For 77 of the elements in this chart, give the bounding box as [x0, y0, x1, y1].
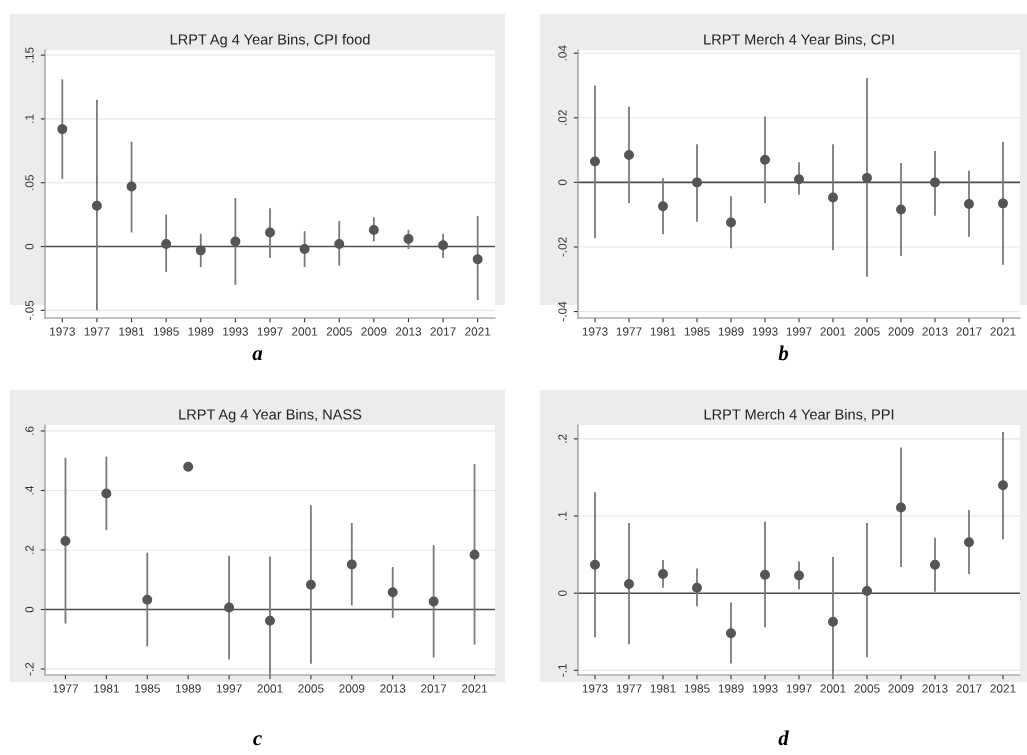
x-tick-label: 2021 — [990, 327, 1016, 336]
x-tick-label: 2017 — [956, 327, 982, 336]
x-tick-label: 1989 — [175, 684, 201, 693]
y-tick-label: -.1 — [558, 664, 567, 677]
x-tick-label: 2013 — [395, 327, 422, 336]
x-tick-label: 1977 — [616, 684, 642, 693]
x-tick-label: 2005 — [298, 684, 324, 693]
y-tick-label: 0 — [558, 590, 567, 597]
x-tick-label: 1989 — [188, 327, 214, 336]
y-tick-label: -.02 — [558, 237, 567, 257]
x-tick-label: 1977 — [53, 684, 78, 693]
y-tick-label: 0 — [25, 606, 34, 613]
x-tick-label: 2005 — [854, 327, 880, 336]
text: a — [252, 350, 263, 361]
x-tick-label: 1985 — [135, 684, 160, 693]
x-tick-label: 1993 — [752, 684, 778, 693]
x-tick-label: 1997 — [216, 684, 242, 693]
y-tick-label: .2 — [25, 545, 34, 554]
y-tick-label: .15 — [25, 47, 34, 63]
y-tick-label: 0 — [558, 179, 567, 186]
chart-title: LRPT Merch 4 Year Bins, PPI — [704, 408, 894, 422]
x-tick-label: 2009 — [888, 327, 914, 336]
x-tick-label: 2001 — [257, 684, 283, 693]
x-tick-label: 1997 — [257, 327, 283, 336]
x-tick-label: 2009 — [339, 684, 365, 693]
x-tick-label: 1981 — [119, 327, 145, 336]
x-tick-label: 2001 — [292, 327, 318, 336]
x-tick-label: 2021 — [990, 684, 1016, 693]
x-tick-label: 2001 — [820, 327, 846, 336]
text: b — [778, 345, 789, 361]
x-tick-label: 2013 — [922, 327, 948, 336]
chart-title: LRPT Ag 4 Year Bins, CPI food — [170, 33, 370, 48]
y-tick-label: 0 — [25, 243, 34, 250]
x-tick-label: 1997 — [786, 327, 812, 336]
x-tick-label: 1973 — [50, 327, 75, 336]
x-tick-label: 1981 — [650, 327, 676, 336]
x-tick-label: 1989 — [718, 684, 744, 693]
x-tick-label: 1993 — [223, 327, 248, 336]
x-tick-label: 1973 — [582, 684, 608, 693]
text: d — [778, 730, 789, 746]
x-tick-label: 1977 — [84, 327, 110, 336]
y-tick-label: .1 — [558, 511, 567, 520]
x-tick-label: 2013 — [922, 684, 948, 693]
chart-title: LRPT Merch 4 Year Bins, CPI — [704, 33, 894, 47]
x-tick-label: 2017 — [421, 684, 447, 693]
y-tick-label: .02 — [558, 110, 567, 125]
y-tick-label: .1 — [25, 114, 34, 123]
x-tick-label: 1985 — [153, 327, 179, 336]
x-tick-label: 2021 — [465, 327, 491, 336]
y-tick-label: .05 — [25, 175, 34, 190]
x-tick-label: 2009 — [888, 684, 914, 693]
x-tick-label: 2005 — [326, 327, 352, 336]
y-tick-label: .6 — [25, 426, 34, 435]
x-tick-label: 2017 — [430, 327, 456, 336]
x-tick-label: 1973 — [582, 327, 608, 336]
y-tick-label: .2 — [558, 434, 567, 443]
chart-title: LRPT Ag 4 Year Bins, NASS — [179, 408, 362, 423]
x-tick-label: 1989 — [718, 327, 744, 336]
x-tick-label: 1977 — [616, 327, 642, 336]
y-tick-label: .4 — [25, 485, 34, 495]
y-tick-label: -.04 — [558, 301, 567, 322]
x-tick-label: 1981 — [650, 684, 676, 693]
x-tick-label: 1997 — [786, 684, 812, 693]
y-tick-label: .04 — [558, 45, 567, 61]
x-tick-label: 1985 — [684, 684, 710, 693]
x-tick-label: 2005 — [854, 684, 880, 693]
x-tick-label: 2009 — [361, 327, 387, 336]
x-tick-label: 1985 — [684, 327, 710, 336]
x-tick-label: 2017 — [956, 684, 982, 693]
x-tick-label: 1981 — [94, 684, 119, 693]
x-tick-label: 1993 — [752, 327, 778, 336]
x-tick-label: 2001 — [820, 684, 846, 693]
x-tick-label: 2013 — [380, 684, 406, 693]
y-tick-label: -.2 — [25, 662, 34, 676]
x-tick-label: 2021 — [462, 684, 488, 693]
y-tick-label: -.05 — [25, 300, 34, 320]
text: c — [253, 735, 262, 746]
